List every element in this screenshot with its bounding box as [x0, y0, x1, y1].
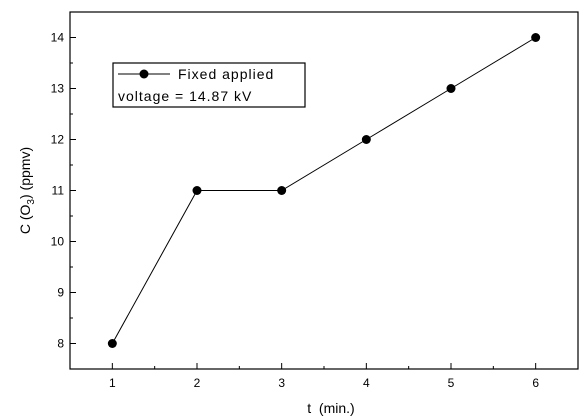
series-line: [111, 37, 536, 344]
y-axis: 8 9 10 11 12 13 14: [51, 31, 76, 370]
x-tick-label: 3: [278, 376, 285, 390]
x-tick-label: 2: [194, 376, 201, 390]
x-tick-label: 4: [363, 376, 370, 390]
data-point: [277, 186, 287, 195]
x-tick-label: 5: [448, 376, 455, 390]
y-tick-label: 13: [51, 82, 65, 96]
legend-marker: [139, 69, 149, 79]
y-tick-label: 14: [51, 31, 65, 45]
y-tick-label: 9: [57, 286, 64, 300]
legend-label-line1: Fixed applied: [178, 66, 274, 82]
series-fixed-voltage: [107, 33, 541, 348]
y-tick-label: 8: [57, 337, 64, 351]
y-tick-label: 10: [51, 235, 65, 249]
x-axis-title: t (min.): [307, 400, 354, 416]
y-tick-label: 12: [51, 133, 65, 147]
x-tick-label: 6: [532, 376, 539, 390]
y-tick-label: 11: [52, 184, 65, 198]
x-axis: 1 2 3 4 5 6: [69, 363, 539, 390]
legend: Fixed applied voltage = 14.87 kV: [112, 62, 306, 108]
data-point: [107, 339, 117, 348]
legend-label-line2: voltage = 14.87 kV: [118, 88, 252, 104]
data-point: [361, 135, 371, 144]
data-point: [446, 84, 456, 93]
data-point: [531, 33, 541, 42]
data-point: [192, 186, 202, 195]
y-axis-title: C (O3) (ppmv): [17, 147, 37, 234]
x-tick-label: 1: [109, 376, 116, 390]
